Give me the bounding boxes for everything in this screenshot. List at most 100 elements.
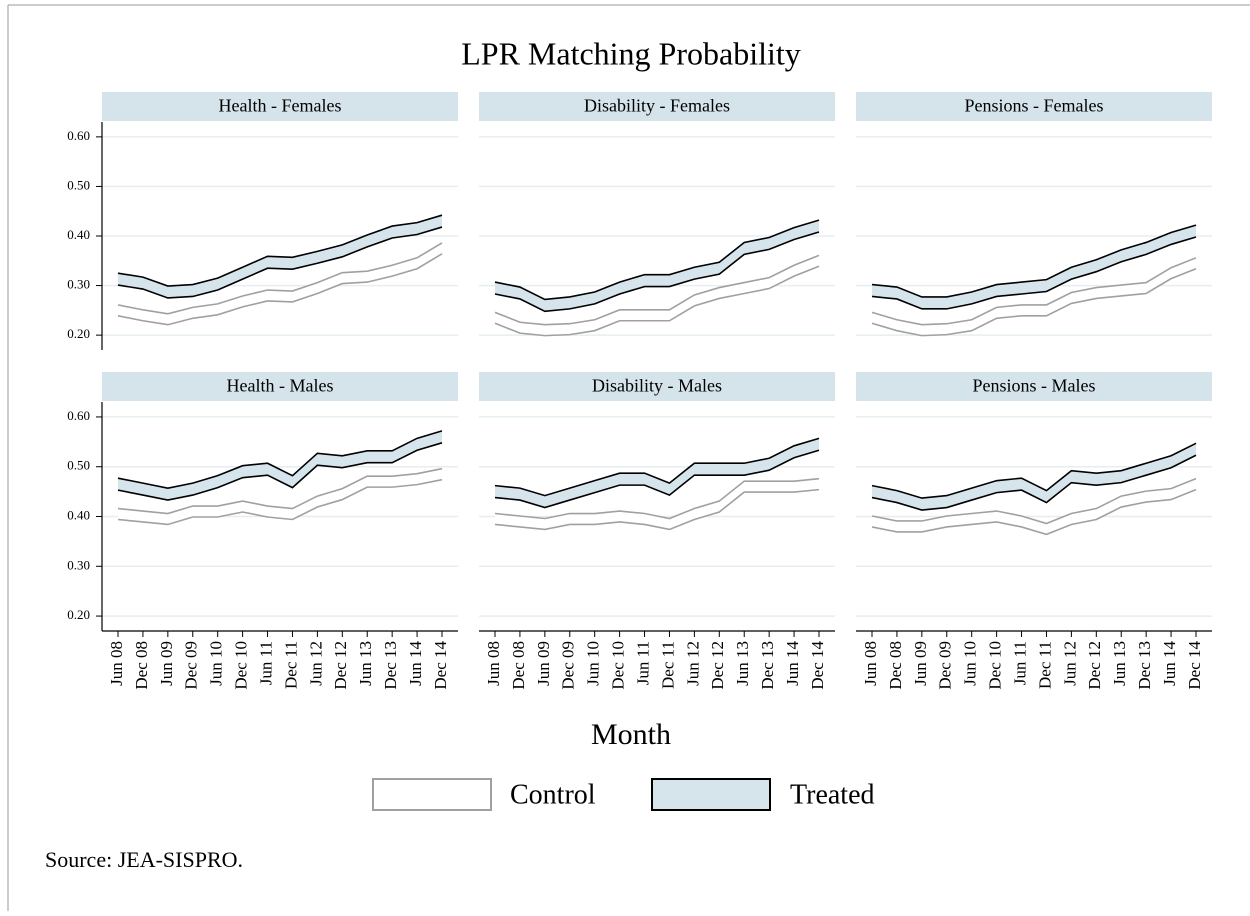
band-upper (117, 214, 443, 287)
x-tick-label: Dec 14 (431, 641, 450, 690)
legend-label: Treated (790, 779, 875, 810)
x-tick-label: Dec 14 (808, 641, 827, 690)
panel-strip (102, 92, 458, 121)
panel-title: Health - Females (219, 96, 342, 116)
x-tick-label: Dec 13 (1135, 641, 1154, 690)
band-upper (494, 437, 820, 497)
legend-swatch (651, 778, 771, 811)
panel-strip (856, 92, 1212, 121)
band-fill (872, 257, 1196, 336)
x-tick-label: Dec 13 (758, 641, 777, 690)
band-lower (494, 231, 820, 313)
panel-title: Disability - Males (592, 376, 722, 396)
x-tick-label: Jun 11 (1010, 641, 1029, 685)
y-tick-label: 0.20 (67, 607, 90, 622)
x-tick-label: Dec 12 (331, 641, 350, 690)
y-tick-label: 0.50 (67, 458, 90, 473)
band-upper (871, 257, 1197, 326)
x-tick-label: Jun 12 (683, 641, 702, 686)
band-fill (118, 468, 442, 525)
y-tick-label: 0.30 (67, 557, 90, 572)
band-upper (117, 430, 443, 489)
x-tick-label: Jun 09 (911, 641, 930, 686)
x-tick-label: Jun 09 (534, 641, 553, 686)
x-tick-label: Dec 14 (1185, 641, 1204, 690)
band-lower (494, 488, 820, 531)
x-tick-label: Dec 09 (936, 641, 955, 690)
x-tick-label: Jun 08 (861, 641, 880, 686)
x-tick-label: Dec 11 (281, 641, 300, 689)
y-tick-label: 0.40 (67, 227, 90, 242)
band-upper (494, 477, 820, 520)
x-tick-label: Jun 08 (484, 641, 503, 686)
x-tick-label: Dec 08 (132, 641, 151, 690)
band-upper (871, 224, 1197, 298)
legend-swatch (372, 778, 492, 811)
panel-strip (479, 92, 835, 121)
band-fill (118, 215, 442, 298)
x-tick-label: Dec 13 (381, 641, 400, 690)
band-fill (872, 443, 1196, 511)
band-lower (871, 236, 1197, 310)
band-upper (871, 442, 1197, 499)
band-fill (872, 478, 1196, 535)
x-tick-label: Jun 10 (961, 641, 980, 686)
x-tick-label: Jun 10 (584, 641, 603, 686)
band-fill (495, 438, 819, 508)
x-tick-label: Dec 12 (1085, 641, 1104, 690)
y-tick-label: 0.40 (67, 507, 90, 522)
x-tick-label: Dec 09 (182, 641, 201, 690)
band-lower (117, 478, 443, 526)
x-tick-label: Dec 10 (609, 641, 628, 690)
band-lower (494, 265, 820, 337)
panel-title: Pensions - Females (965, 96, 1104, 116)
y-tick-label: 0.20 (67, 326, 90, 341)
x-tick-label: Dec 08 (509, 641, 528, 690)
band-upper (494, 254, 820, 326)
chart-title: LPR Matching Probability (461, 35, 801, 71)
legend-label: Control (510, 779, 596, 810)
x-tick-label: Dec 09 (559, 641, 578, 690)
panel-title: Pensions - Males (973, 376, 1096, 396)
x-tick-label: Jun 14 (1160, 641, 1179, 686)
y-tick-label: 0.60 (67, 128, 90, 143)
band-fill (495, 478, 819, 530)
x-tick-label: Jun 14 (406, 641, 425, 686)
x-tick-label: Dec 11 (1035, 641, 1054, 689)
panel-title: Disability - Females (584, 96, 730, 116)
x-tick-label: Jun 10 (207, 641, 226, 686)
x-tick-label: Jun 12 (1060, 641, 1079, 686)
band-lower (117, 226, 443, 299)
x-tick-label: Jun 09 (157, 641, 176, 686)
band-lower (871, 488, 1197, 536)
band-lower (117, 442, 443, 501)
x-tick-label: Jun 13 (356, 641, 375, 686)
x-tick-label: Jun 11 (256, 641, 275, 685)
band-fill (118, 430, 442, 501)
panel-title: Health - Males (227, 376, 334, 396)
x-tick-label: Jun 12 (306, 641, 325, 686)
band-lower (117, 253, 443, 326)
band-upper (494, 219, 820, 301)
y-tick-label: 0.60 (67, 408, 90, 423)
y-tick-label: 0.50 (67, 177, 90, 192)
x-axis-label: Month (591, 718, 671, 751)
band-upper (871, 477, 1197, 525)
panel-strip (856, 372, 1212, 401)
panel-strip (479, 372, 835, 401)
band-lower (871, 267, 1197, 337)
band-lower (871, 454, 1197, 511)
x-tick-label: Jun 13 (733, 641, 752, 686)
x-tick-label: Dec 12 (708, 641, 727, 690)
x-tick-label: Jun 08 (107, 641, 126, 686)
y-tick-label: 0.30 (67, 277, 90, 292)
band-fill (118, 242, 442, 325)
x-tick-label: Jun 13 (1110, 641, 1129, 686)
x-tick-label: Jun 11 (633, 641, 652, 685)
x-tick-label: Dec 10 (986, 641, 1005, 690)
x-tick-label: Dec 11 (658, 641, 677, 689)
x-tick-label: Jun 14 (783, 641, 802, 686)
